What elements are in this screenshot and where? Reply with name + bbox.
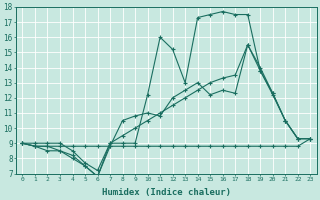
X-axis label: Humidex (Indice chaleur): Humidex (Indice chaleur) [102,188,231,197]
